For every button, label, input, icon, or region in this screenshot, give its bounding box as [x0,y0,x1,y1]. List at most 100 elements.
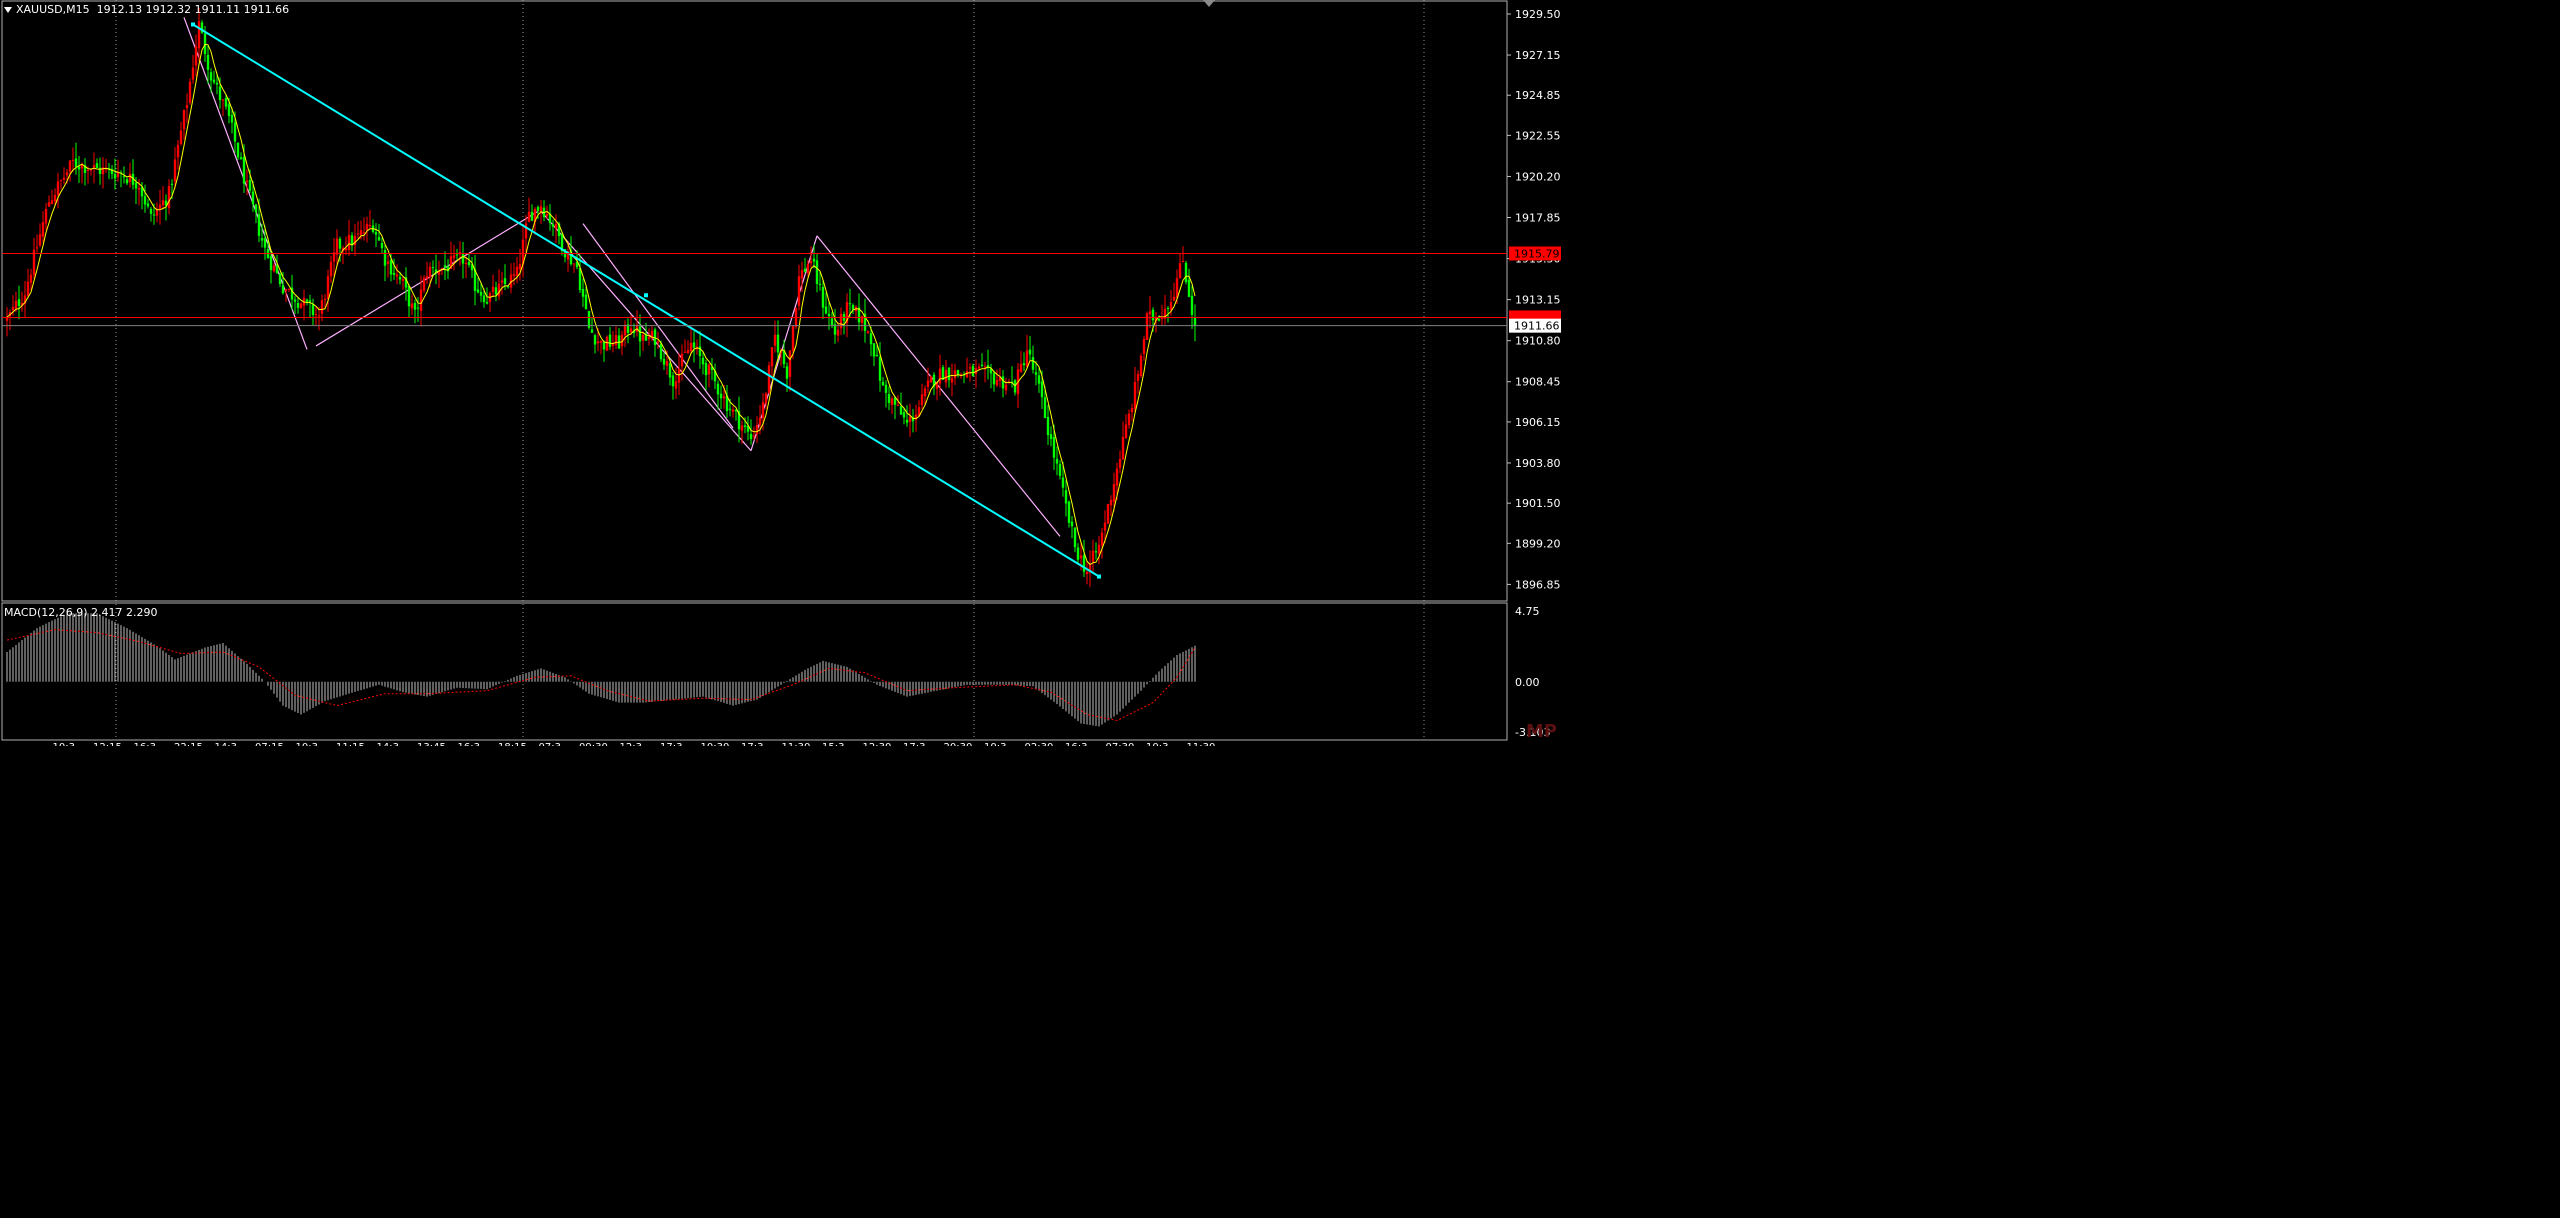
candle [116,159,120,182]
macd-axis-zero: 0.00 [1515,676,1540,689]
candle [20,291,24,312]
candle [47,195,51,207]
candle [971,363,975,377]
candle [620,330,624,356]
candle [77,156,81,183]
candle [734,409,738,421]
candle [1097,536,1101,565]
candle [749,419,753,445]
candle [1037,367,1041,393]
candle [1019,350,1023,373]
x-tick-label: 10:3 [984,742,1006,746]
y-tick-label: 1899.20 [1515,537,1561,550]
candle [1070,515,1074,539]
candle [185,93,189,124]
candle [1058,460,1062,480]
candle [224,94,228,110]
candle [605,335,609,351]
candle [1133,366,1137,415]
trendline-anchor[interactable] [191,22,195,27]
candle [659,340,663,362]
dropdown-triangle-icon[interactable] [4,7,12,13]
candle [209,68,213,93]
candle [53,188,57,205]
candle [716,380,720,410]
main-trendline[interactable] [191,22,1101,579]
candle [740,420,744,445]
candle [101,157,105,189]
x-tick-label: 20:30 [944,742,973,746]
candle [290,274,294,310]
y-tick-label: 1927.15 [1515,49,1561,62]
candle [848,288,852,317]
candle [59,179,63,190]
ma-line [6,43,1196,566]
x-tick-label: 18:15 [498,742,527,746]
candle [839,307,843,336]
candle [887,386,891,411]
x-tick-label: 17:3 [741,742,763,746]
price-tag [1509,318,1561,333]
candle [155,202,159,223]
candle [392,258,396,280]
horizontal-lines[interactable] [2,253,1507,327]
chart-header[interactable]: XAUUSD,M15 1912.13 1912.32 1911.11 1911.… [4,3,289,16]
y-tick-label: 1896.85 [1515,578,1561,591]
candle [1142,335,1146,361]
zigzag-line[interactable] [816,235,1061,537]
candle [1163,294,1167,325]
candle [200,20,204,35]
candle [221,98,225,116]
trendline-anchor[interactable] [644,293,648,298]
cyan-trendline[interactable] [192,23,1100,578]
background [0,0,1567,746]
candle [587,310,591,330]
candle [1121,421,1125,460]
candle [998,367,1002,388]
candle [179,121,183,146]
chart-canvas: 1929.50 1927.15 1924.85 1922.55 1920.20 1917.… [0,0,1567,746]
candle [80,162,84,184]
macd-main-value: 2.417 [91,606,123,619]
candle [653,327,657,357]
candle [215,72,219,95]
x-tick-label: 16:3 [458,742,480,746]
candle [965,357,969,379]
candle [311,298,315,326]
candle [1004,377,1008,395]
candle [611,331,615,353]
candle [815,253,819,293]
high-value: 1912.32 [145,3,192,16]
candle [524,215,528,253]
y-tick-label: 1922.55 [1515,129,1561,142]
candle [704,359,708,391]
x-tick-label: 07:15 [255,742,284,746]
open-value: 1912.13 [96,3,143,16]
candle [494,281,498,302]
chart-shift-marker-icon[interactable] [1203,0,1215,7]
candle [398,271,402,285]
candle [1154,311,1158,333]
candle [236,142,240,160]
candle [821,280,825,320]
x-tick-label: 14:3 [215,742,237,746]
candle [995,369,999,388]
candle [1067,500,1071,528]
candle [935,381,939,401]
candle [95,158,99,169]
main-panel-border [1,0,1508,602]
candle [452,244,456,271]
candle [581,278,585,308]
candle [527,197,531,223]
candle [287,288,291,293]
trendline-anchor[interactable] [1097,574,1101,579]
candle [479,282,483,303]
candle [461,242,465,279]
candle [35,234,39,253]
candle [530,204,534,222]
candle [413,299,417,324]
y-tick-label: 1924.85 [1515,89,1561,102]
candle [767,361,771,394]
candle [353,224,357,256]
candle [1073,527,1077,553]
